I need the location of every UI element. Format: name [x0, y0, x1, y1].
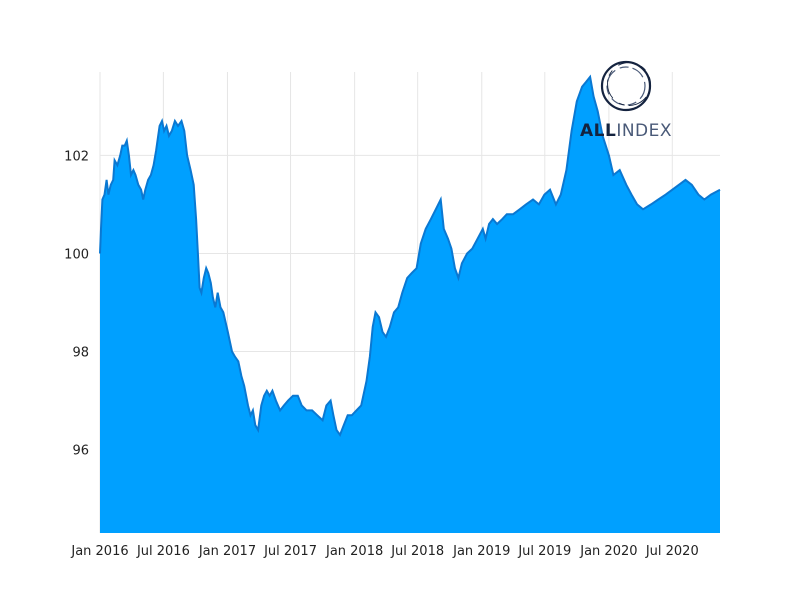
area-layer [99, 74, 721, 534]
series-area-fill [100, 76, 720, 534]
x-tick-label: Jul 2018 [390, 544, 444, 559]
y-tick-label: 102 [64, 149, 89, 164]
allindex-logo: ALLINDEX [580, 60, 672, 141]
x-axis: Jan 2016 Jul 2016 Jan 2017 Jul 2017 Jan 2018… [70, 544, 698, 559]
y-axis: 96 98 100 102 [64, 149, 89, 458]
y-tick-label: 100 [64, 247, 89, 262]
x-tick-label: Jul 2020 [645, 544, 699, 559]
x-tick-label: Jul 2016 [136, 544, 190, 559]
x-tick-label: Jul 2017 [263, 544, 317, 559]
x-tick-label: Jan 2018 [325, 544, 383, 559]
y-tick-label: 96 [72, 444, 89, 459]
logo-wordmark: ALLINDEX [580, 121, 672, 141]
x-tick-label: Jan 2016 [70, 544, 128, 559]
x-tick-label: Jan 2020 [579, 544, 637, 559]
logo-text-bold: ALL [580, 121, 616, 141]
logo-ring-stroke [607, 62, 651, 106]
x-tick-label: Jan 2019 [452, 544, 510, 559]
logo-ring-icon [600, 60, 652, 112]
x-tick-label: Jan 2017 [198, 544, 256, 559]
y-tick-label: 98 [72, 346, 89, 361]
logo-ring-inner [606, 66, 646, 106]
logo-text-light: INDEX [616, 121, 672, 141]
x-tick-label: Jul 2019 [517, 544, 571, 559]
series-line [99, 74, 721, 437]
